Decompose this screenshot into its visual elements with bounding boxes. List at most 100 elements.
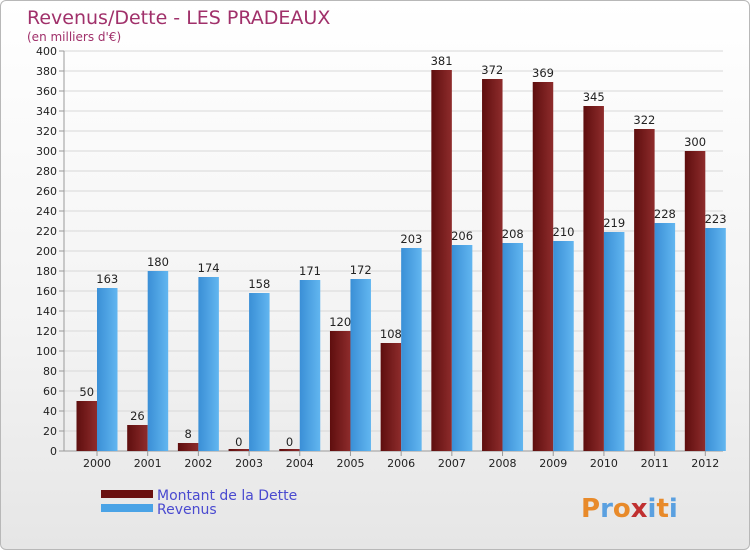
legend-swatch-dette — [101, 490, 153, 498]
y-tick-label: 20 — [43, 425, 57, 438]
bar-dette-2006 — [380, 343, 402, 451]
y-tick-label: 100 — [36, 345, 57, 358]
y-tick-label: 80 — [43, 365, 57, 378]
bar-revenus-2009 — [553, 241, 574, 451]
data-label: 210 — [553, 225, 575, 239]
bar-dette-2002 — [177, 443, 199, 451]
x-tick-label: 2007 — [438, 457, 466, 470]
x-tick-label: 2000 — [83, 457, 111, 470]
data-labels: 50 163 26 180 8 174 0 158 0 171 120 172 108 203 381 206… — [79, 54, 726, 449]
bar-dette-2004 — [279, 449, 300, 451]
data-label: 0 — [235, 435, 242, 449]
logo-letter: i — [669, 494, 678, 524]
bar-revenus-2010 — [603, 232, 625, 451]
x-tick-label: 2012 — [691, 457, 719, 470]
bar-revenus-2002 — [198, 277, 219, 451]
y-tick-label: 180 — [36, 265, 57, 278]
bar-revenus-2007 — [451, 245, 473, 451]
x-tick-label: 2003 — [235, 457, 263, 470]
bar-dette-2012 — [684, 151, 706, 451]
y-tick-label: 340 — [36, 105, 57, 118]
bars — [76, 70, 726, 451]
x-tick-label: 2011 — [641, 457, 669, 470]
logo-letter: t — [656, 494, 668, 524]
x-tick-label: 2008 — [489, 457, 517, 470]
data-label: 180 — [147, 255, 169, 269]
data-label: 322 — [633, 113, 655, 127]
data-label: 228 — [654, 207, 676, 221]
bar-revenus-2004 — [299, 280, 321, 451]
y-axis: 0204060801001201401601802002202402602803… — [36, 45, 723, 458]
chart-title: Revenus/Dette - LES PRADEAUX — [27, 7, 330, 29]
y-tick-label: 0 — [50, 445, 57, 458]
legend-label-dette: Montant de la Dette — [157, 488, 297, 504]
data-label: 163 — [96, 272, 118, 286]
bar-dette-2003 — [228, 449, 250, 451]
x-axis: 2000 2001 2002 2003 2004 2005 2006 2007 2008 2009… — [83, 451, 719, 470]
data-label: 0 — [286, 435, 293, 449]
bar-revenus-2011 — [654, 223, 676, 451]
data-label: 174 — [198, 261, 220, 275]
data-label: 208 — [502, 227, 524, 241]
y-tick-label: 140 — [36, 305, 57, 318]
x-tick-label: 2004 — [286, 457, 314, 470]
y-tick-label: 40 — [43, 405, 57, 418]
data-label: 203 — [400, 232, 422, 246]
data-label: 369 — [532, 66, 554, 80]
bar-revenus-2006 — [401, 248, 422, 451]
bar-revenus-2003 — [249, 293, 270, 451]
y-tick-label: 60 — [43, 385, 57, 398]
legend: Montant de la Dette Revenus — [101, 488, 297, 518]
y-tick-label: 280 — [36, 165, 57, 178]
data-label: 172 — [350, 263, 372, 277]
logo-letter: r — [600, 494, 613, 524]
data-label: 50 — [79, 385, 94, 399]
bar-revenus-2012 — [705, 228, 726, 451]
proxiti-logo: Proxiti — [581, 494, 678, 524]
data-label: 223 — [705, 212, 727, 226]
data-label: 206 — [451, 229, 473, 243]
bar-dette-2008 — [482, 79, 503, 451]
bar-dette-2007 — [431, 70, 452, 451]
bar-dette-2009 — [532, 82, 554, 451]
chart-subtitle: (en milliers d'€) — [27, 30, 121, 44]
y-tick-label: 220 — [36, 225, 57, 238]
y-tick-label: 400 — [36, 45, 57, 58]
data-label: 8 — [184, 427, 191, 441]
y-tick-label: 320 — [36, 125, 57, 138]
legend-swatch-revenus — [101, 504, 153, 512]
logo-letter: i — [648, 494, 657, 524]
grid — [64, 50, 723, 452]
data-label: 26 — [130, 409, 145, 423]
logo-letter: P — [581, 494, 600, 524]
bar-dette-2005 — [329, 331, 351, 451]
bar-revenus-2001 — [147, 271, 169, 451]
data-label: 120 — [329, 315, 351, 329]
data-label: 158 — [248, 277, 270, 291]
y-tick-label: 360 — [36, 85, 57, 98]
y-tick-label: 200 — [36, 245, 57, 258]
x-tick-label: 2009 — [539, 457, 567, 470]
x-tick-label: 2006 — [387, 457, 415, 470]
data-label: 219 — [603, 216, 625, 230]
x-tick-label: 2010 — [590, 457, 618, 470]
data-label: 108 — [380, 327, 402, 341]
data-label: 345 — [583, 90, 605, 104]
bar-dette-2010 — [583, 106, 604, 451]
y-tick-label: 160 — [36, 285, 57, 298]
bar-revenus-2000 — [97, 288, 118, 451]
y-tick-label: 300 — [36, 145, 57, 158]
bar-dette-2011 — [634, 129, 655, 451]
logo-letter: x — [631, 494, 648, 524]
logo-letter: o — [613, 494, 631, 524]
bar-dette-2001 — [127, 425, 148, 451]
x-tick-label: 2002 — [184, 457, 212, 470]
bar-revenus-2005 — [350, 279, 371, 451]
x-tick-label: 2005 — [336, 457, 364, 470]
data-label: 300 — [684, 135, 706, 149]
y-tick-label: 240 — [36, 205, 57, 218]
y-tick-label: 380 — [36, 65, 57, 78]
y-tick-label: 260 — [36, 185, 57, 198]
